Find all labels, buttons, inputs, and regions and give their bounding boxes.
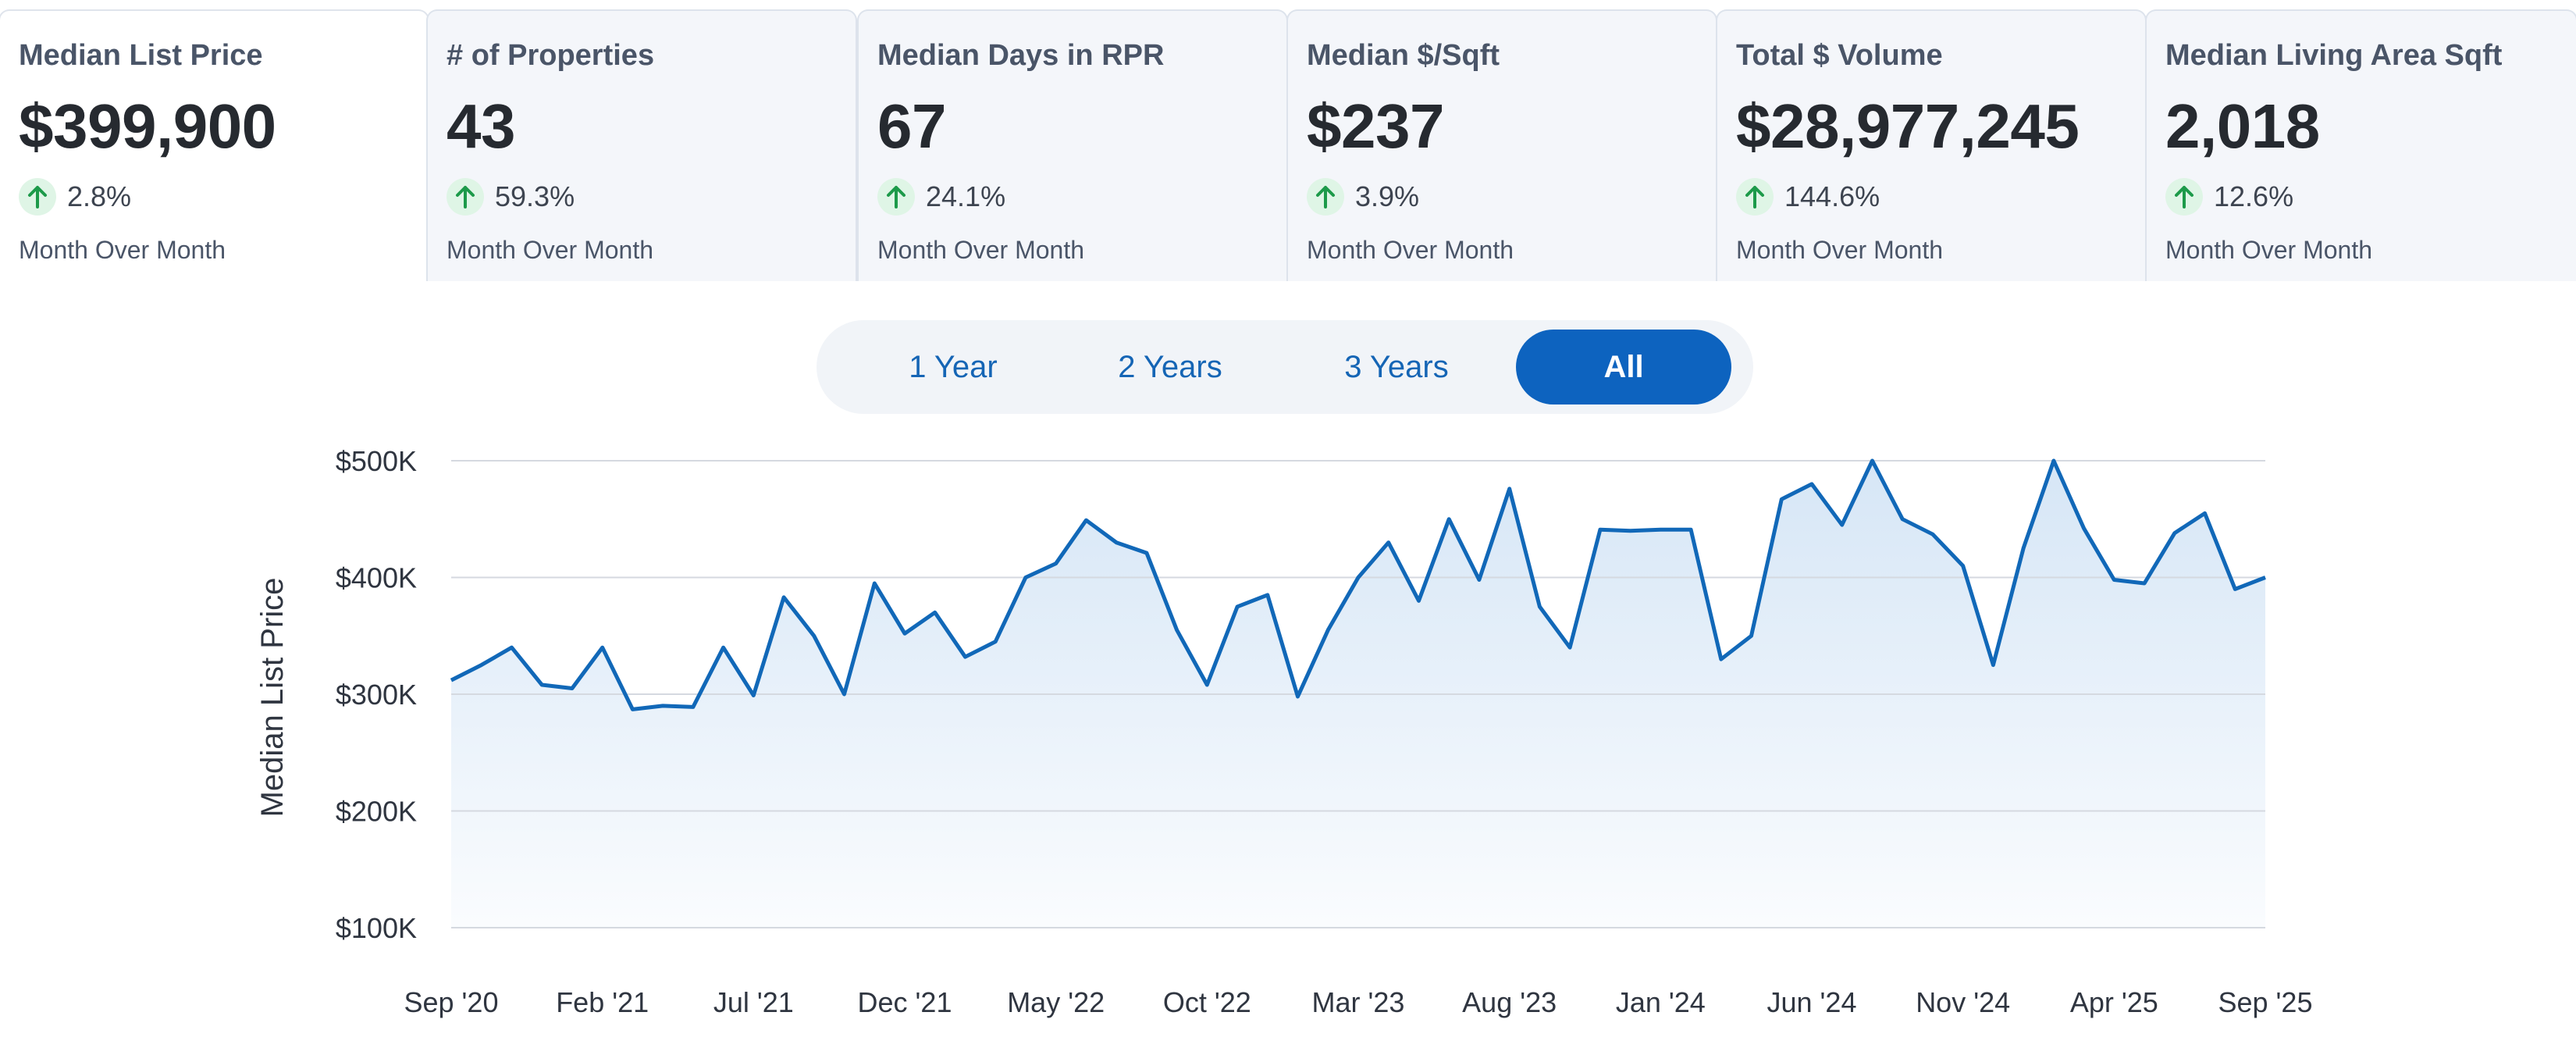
- metric-value: 43: [447, 91, 515, 161]
- arrow-up-icon: [1307, 178, 1344, 216]
- metric-change: 24.1%: [926, 180, 1006, 212]
- metric-value: 67: [877, 91, 946, 161]
- time-range-selector: 1 Year 2 Years 3 Years All: [817, 320, 1753, 414]
- range-option-3-years[interactable]: 3 Years: [1344, 349, 1449, 384]
- metric-value: 2,018: [2165, 91, 2320, 161]
- metric-value: $399,900: [19, 91, 276, 161]
- metric-title: Median $/Sqft: [1307, 39, 1500, 72]
- metric-period: Month Over Month: [1307, 236, 1514, 264]
- x-tick-label: Jun '24: [1767, 986, 1857, 1018]
- y-tick-label: $500K: [336, 445, 417, 477]
- x-tick-label: May '22: [1007, 986, 1105, 1018]
- metric-change: 2.8%: [67, 180, 132, 212]
- metric-card-6[interactable]: Median Living Area Sqft 2,018 12.6% Month O…: [2145, 9, 2576, 281]
- range-option-2-years[interactable]: 2 Years: [1118, 349, 1222, 384]
- median-list-price-chart: $100K $200K $300K $400K $500K Sep '20 Feb '21 J…: [255, 445, 2313, 1018]
- x-tick-label: Apr '25: [2070, 986, 2158, 1018]
- metric-period: Month Over Month: [19, 236, 226, 264]
- x-tick-label: Nov '24: [1916, 986, 2010, 1018]
- metric-value: $237: [1307, 91, 1444, 161]
- metric-card-4[interactable]: Median $/Sqft $237 3.9% Month Over Month: [1286, 9, 1717, 281]
- series-line: [450, 458, 2266, 711]
- metric-value: $28,977,245: [1736, 91, 2080, 161]
- x-tick-label: Feb '21: [556, 986, 649, 1018]
- metric-period: Month Over Month: [877, 236, 1084, 264]
- metric-card-1[interactable]: Median List Price $399,900 2.8% Month Over …: [0, 9, 429, 281]
- x-tick-label: Jan '24: [1616, 986, 1706, 1018]
- metric-period: Month Over Month: [1736, 236, 1943, 264]
- metric-card-5[interactable]: Total $ Volume $28,977,245 144.6% Month Ove…: [1716, 9, 2147, 281]
- metric-trend: 2.8%: [19, 178, 131, 216]
- x-tick-label: Mar '23: [1312, 986, 1405, 1018]
- arrow-up-icon: [1736, 178, 1774, 216]
- arrow-up-icon: [877, 178, 915, 216]
- metric-change: 59.3%: [495, 180, 575, 212]
- metric-trend: 24.1%: [877, 178, 1005, 216]
- metric-title: Total $ Volume: [1736, 39, 1943, 72]
- y-axis-label: Median List Price: [255, 578, 290, 818]
- metric-title: # of Properties: [447, 39, 655, 72]
- arrow-up-icon: [447, 178, 484, 216]
- metric-trend: 3.9%: [1307, 178, 1419, 216]
- y-tick-label: $300K: [336, 679, 417, 711]
- metric-trend: 59.3%: [447, 178, 575, 216]
- y-tick-label: $200K: [336, 796, 417, 828]
- x-tick-label: Sep '20: [404, 986, 499, 1018]
- x-tick-label: Aug '23: [1462, 986, 1557, 1018]
- metric-title: Median Living Area Sqft: [2165, 39, 2503, 72]
- range-option-all[interactable]: All: [1516, 330, 1731, 404]
- metric-change: 144.6%: [1784, 180, 1880, 212]
- metric-trend: 144.6%: [1736, 178, 1880, 216]
- metric-title: Median Days in RPR: [877, 39, 1165, 72]
- metric-card-3[interactable]: Median Days in RPR 67 24.1% Month Over Mont…: [857, 9, 1288, 281]
- y-tick-label: $400K: [336, 562, 417, 594]
- y-tick-label: $100K: [336, 912, 417, 944]
- metric-period: Month Over Month: [447, 236, 653, 264]
- metric-change: 12.6%: [2214, 180, 2294, 212]
- metric-change: 3.9%: [1355, 180, 1420, 212]
- range-option-1-year[interactable]: 1 Year: [909, 349, 998, 384]
- metric-period: Month Over Month: [2165, 236, 2372, 264]
- metric-title: Median List Price: [19, 39, 263, 72]
- x-tick-label: Sep '25: [2218, 986, 2313, 1018]
- x-tick-label: Oct '22: [1163, 986, 1251, 1018]
- x-tick-label: Jul '21: [713, 986, 794, 1018]
- metric-trend: 12.6%: [2165, 178, 2293, 216]
- arrow-up-icon: [2165, 178, 2203, 216]
- arrow-up-icon: [19, 178, 56, 216]
- metric-cards: Median List Price $399,900 2.8% Month Over …: [0, 9, 2576, 283]
- x-tick-label: Dec '21: [858, 986, 952, 1018]
- metric-card-2[interactable]: # of Properties 43 59.3% Month Over Month: [426, 9, 857, 281]
